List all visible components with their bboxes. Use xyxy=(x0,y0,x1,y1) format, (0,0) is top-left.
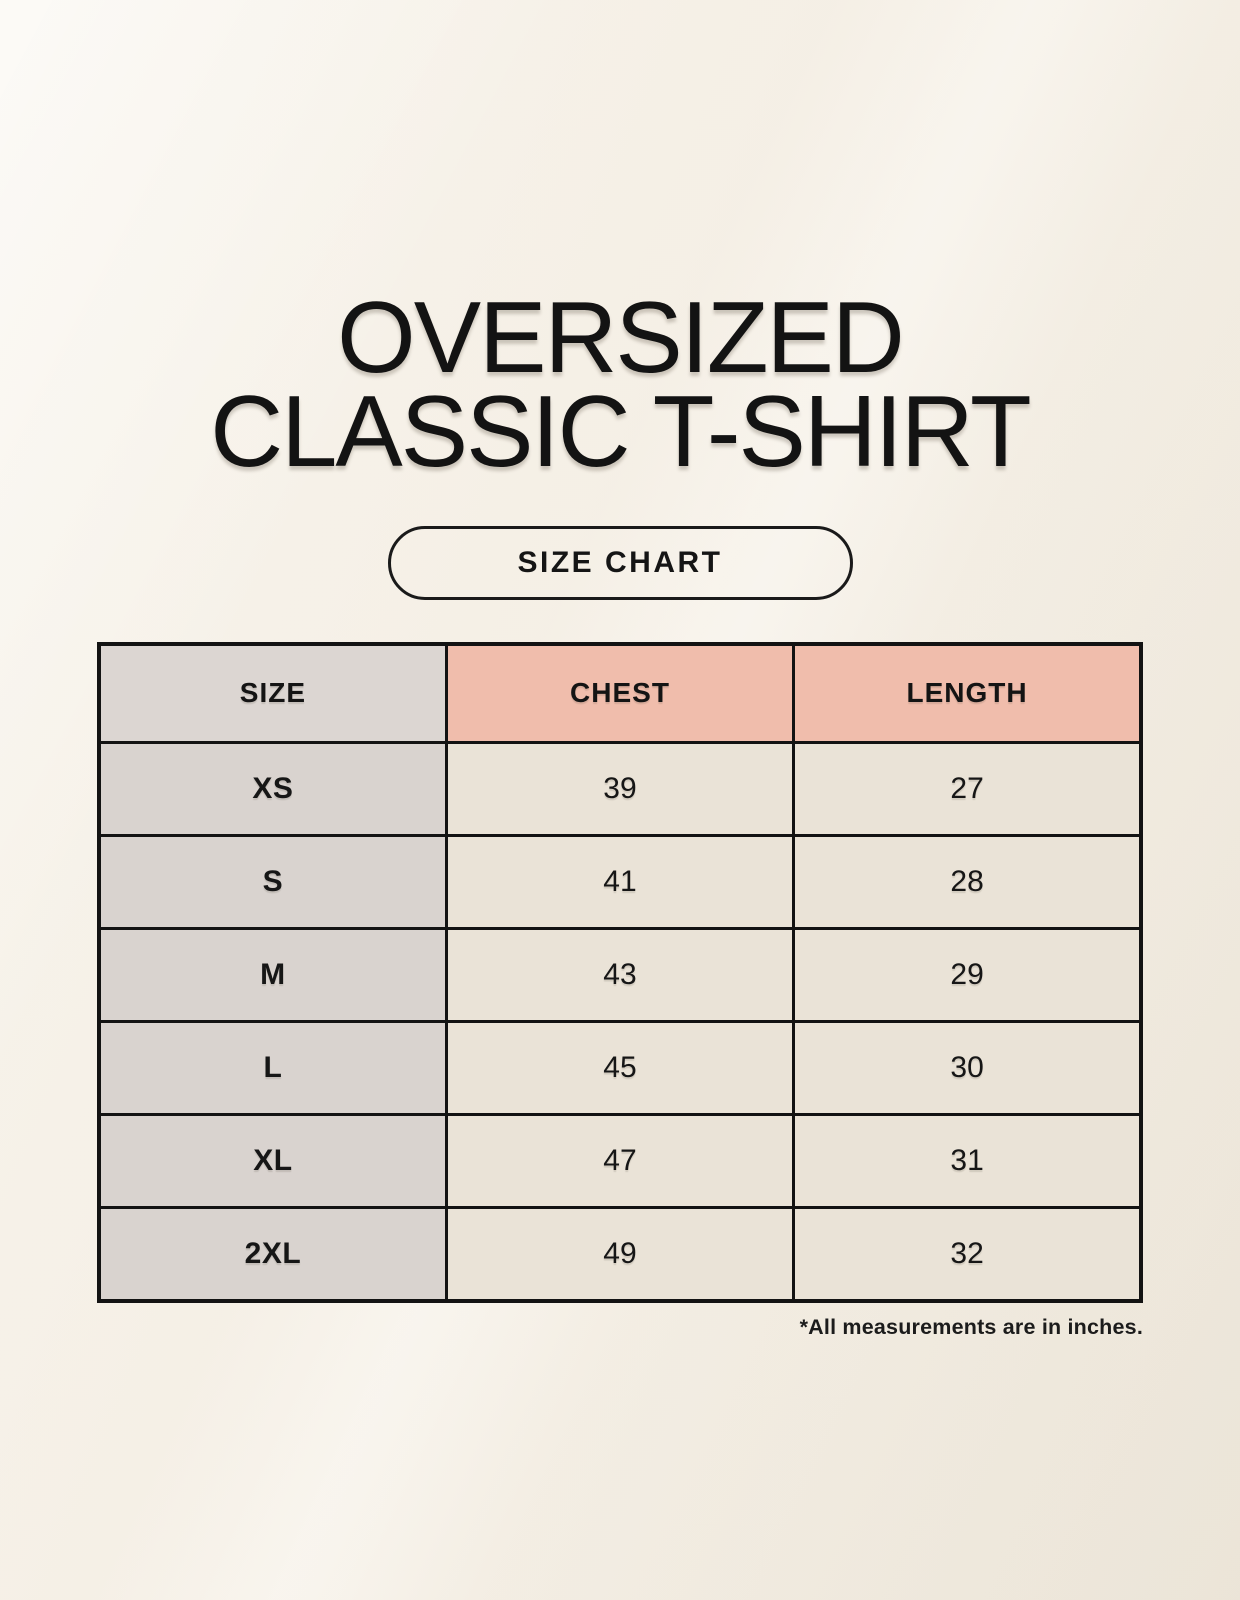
product-title-line2: CLASSIC T-SHIRT xyxy=(210,375,1031,488)
table-header-row: SIZE CHEST LENGTH xyxy=(97,642,1143,744)
size-cell: S xyxy=(97,833,448,930)
length-cell: 30 xyxy=(792,1019,1143,1116)
measurements-note: *All measurements are in inches. xyxy=(799,1314,1143,1339)
table-row: M 43 29 xyxy=(97,926,1143,1023)
chest-cell: 39 xyxy=(444,740,796,837)
length-cell: 27 xyxy=(792,740,1143,837)
product-title-line1: OVERSIZED xyxy=(337,282,905,394)
size-cell: L xyxy=(97,1019,448,1116)
size-chart-table: SIZE CHEST LENGTH XS 39 27 S 41 28 M 43 … xyxy=(97,641,1143,1303)
chest-cell: 49 xyxy=(444,1205,796,1303)
chest-cell: 45 xyxy=(444,1019,796,1116)
size-cell: XL xyxy=(97,1112,448,1209)
column-header-length: LENGTH xyxy=(792,642,1143,744)
table-row: S 41 28 xyxy=(97,833,1143,930)
length-cell: 32 xyxy=(792,1205,1143,1303)
length-cell: 31 xyxy=(792,1112,1143,1209)
chest-cell: 47 xyxy=(444,1112,796,1209)
size-cell: XS xyxy=(97,740,448,837)
column-header-chest: CHEST xyxy=(444,642,796,744)
table-row: XS 39 27 xyxy=(97,740,1143,837)
table-row: 2XL 49 32 xyxy=(97,1205,1143,1303)
size-cell: M xyxy=(97,926,448,1023)
size-chart-button[interactable]: SIZE CHART xyxy=(387,525,853,600)
size-chart-button-label: SIZE CHART xyxy=(517,545,723,579)
column-header-size: SIZE xyxy=(97,642,448,744)
length-cell: 28 xyxy=(792,833,1143,930)
table-row: L 45 30 xyxy=(97,1019,1143,1116)
chest-cell: 41 xyxy=(444,833,796,930)
chest-cell: 43 xyxy=(444,926,796,1023)
product-title: OVERSIZED CLASSIC T-SHIRT xyxy=(0,0,1240,488)
table-row: XL 47 31 xyxy=(97,1112,1143,1209)
length-cell: 29 xyxy=(792,926,1143,1023)
size-cell: 2XL xyxy=(97,1205,448,1303)
